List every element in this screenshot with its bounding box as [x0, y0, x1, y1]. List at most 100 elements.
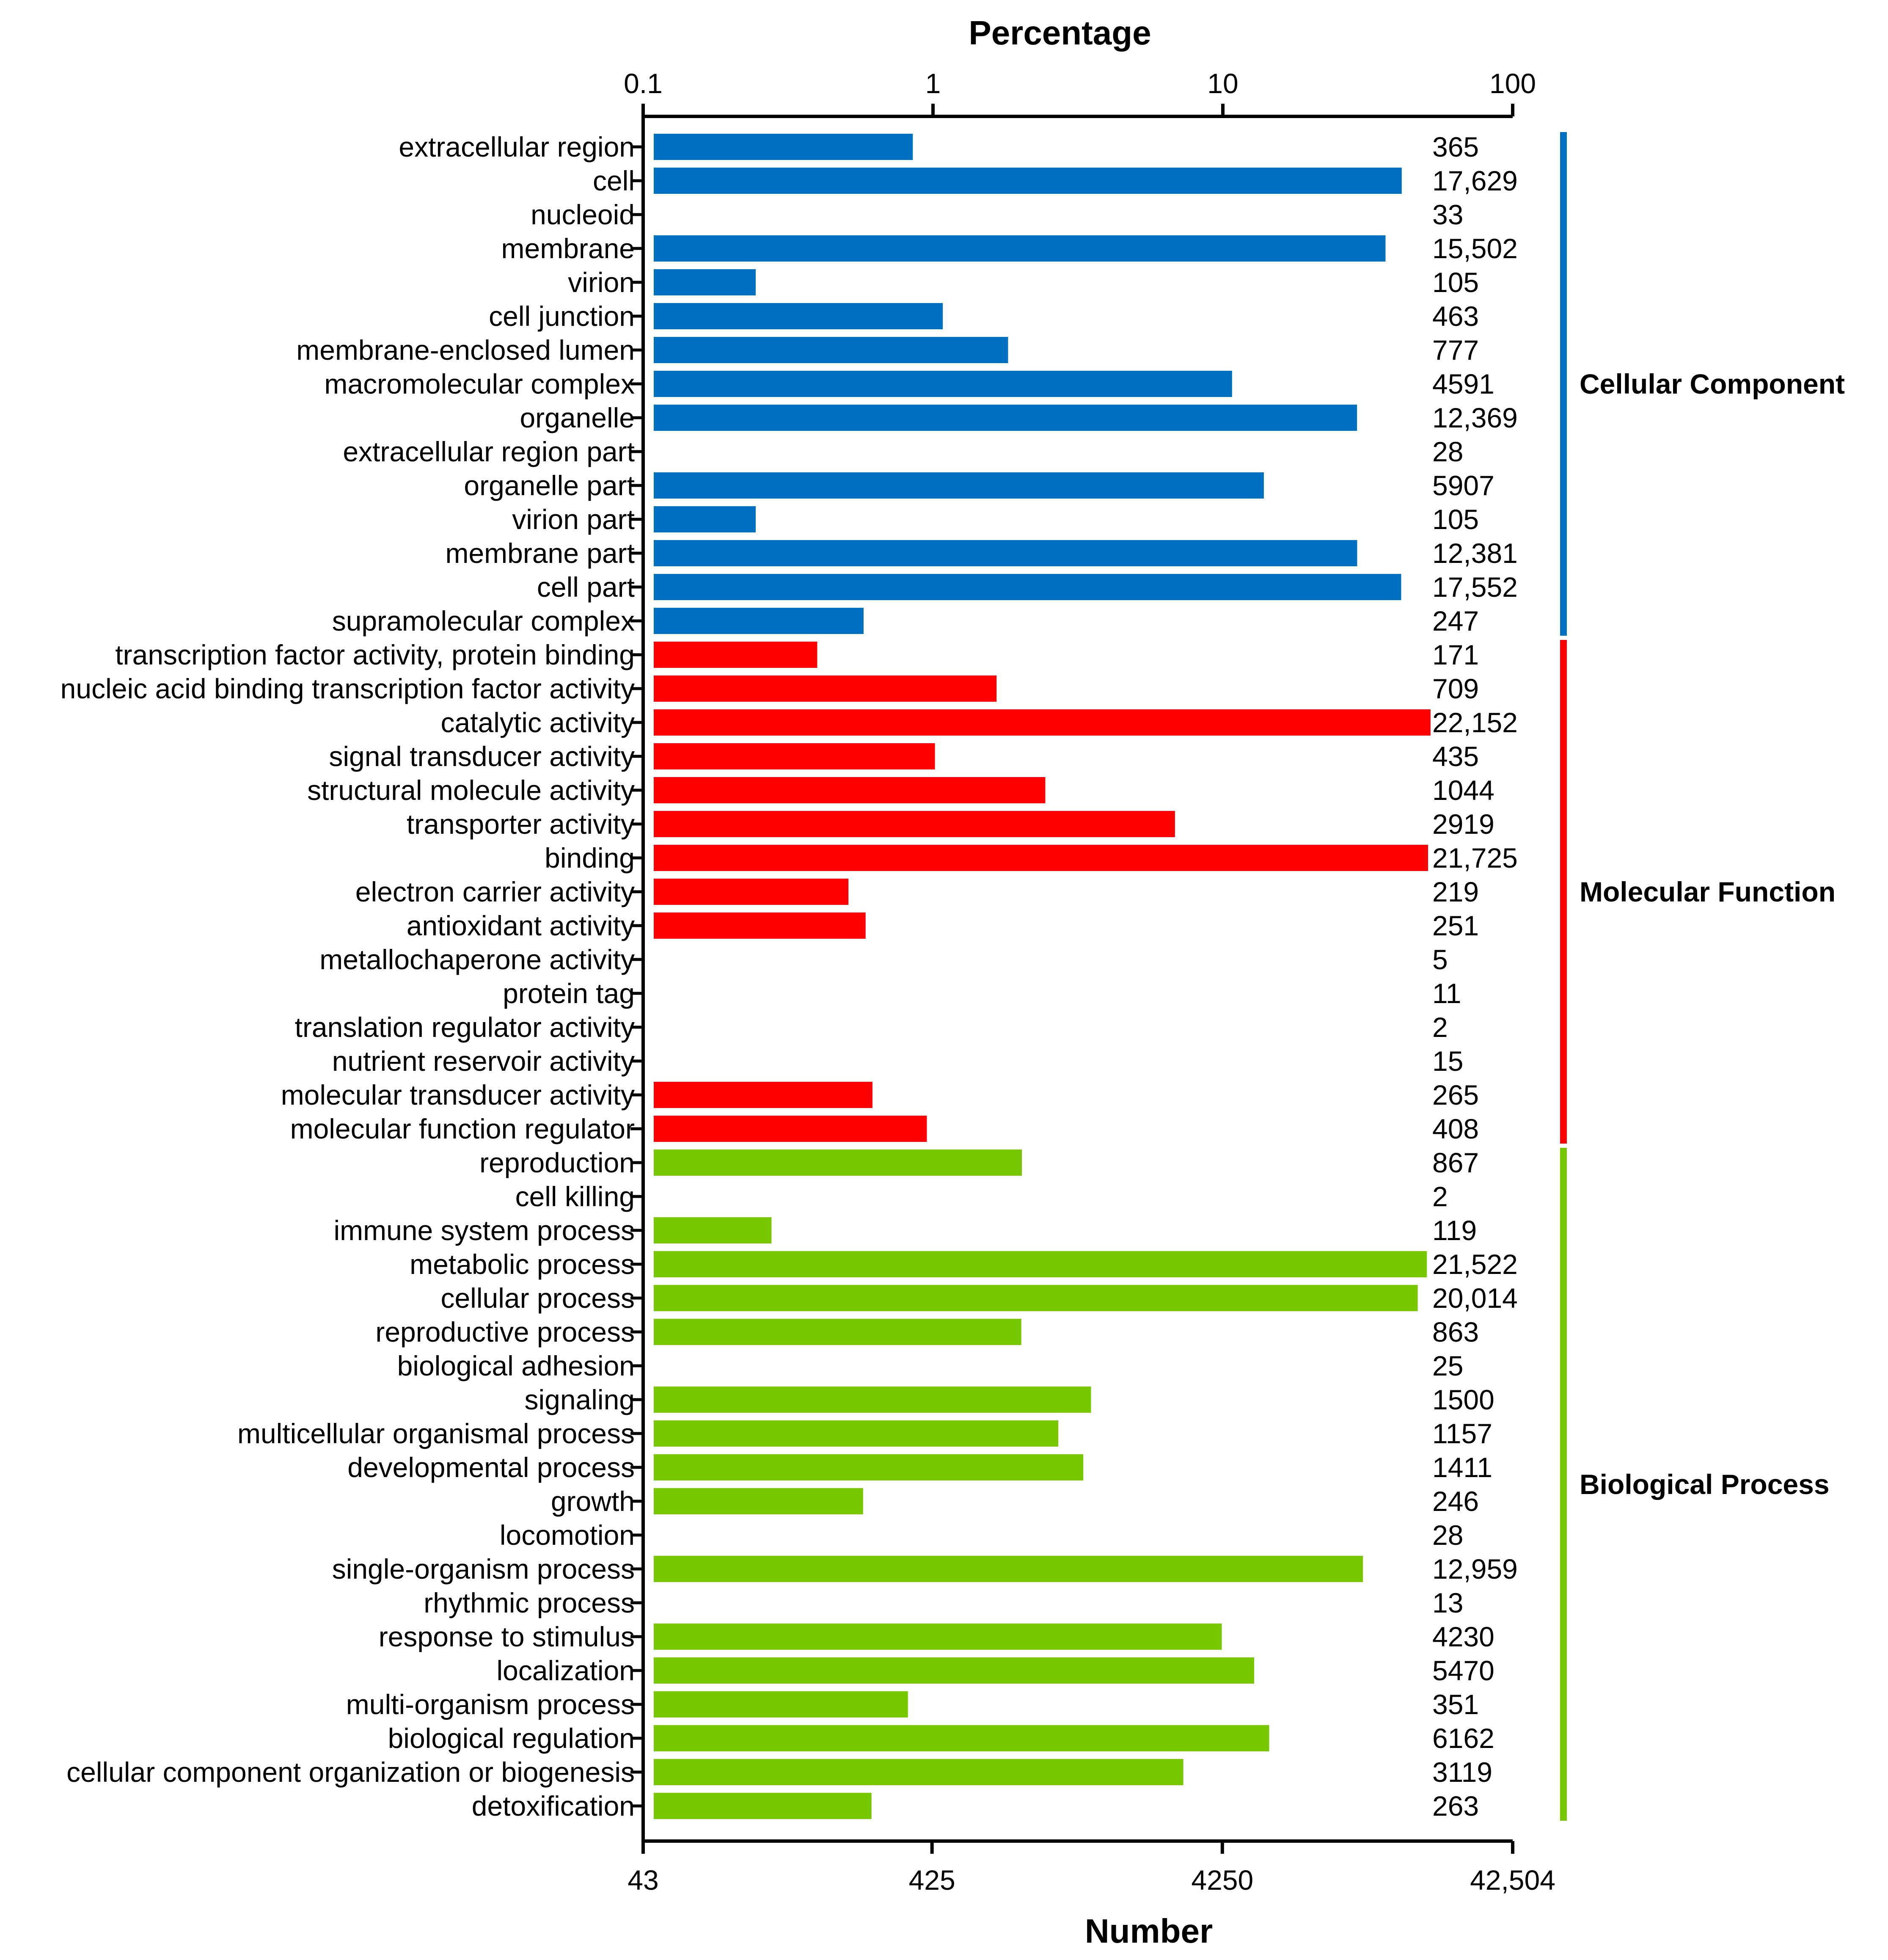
bar [654, 1251, 1427, 1277]
category-label: extracellular region [399, 131, 635, 163]
value-label: 17,629 [1432, 165, 1518, 196]
value-label: 15 [1432, 1045, 1463, 1077]
category-label: multi-organism process [346, 1689, 635, 1720]
category-labels: extracellular regioncellnucleoidmembrane… [61, 131, 635, 1822]
bar [654, 1691, 908, 1717]
category-label: nutrient reservoir activity [332, 1045, 635, 1077]
value-label: 867 [1432, 1147, 1479, 1178]
category-label: binding [545, 842, 635, 874]
category-label: organelle [520, 402, 635, 433]
value-label: 777 [1432, 334, 1479, 366]
category-label: reproduction [479, 1147, 635, 1178]
bar [654, 777, 1046, 803]
bar [654, 1725, 1269, 1751]
value-label: 11 [1432, 978, 1461, 1009]
value-label: 15,502 [1432, 233, 1518, 264]
bar [654, 709, 1431, 736]
category-label: cell part [537, 571, 635, 603]
category-label: nucleoid [531, 199, 635, 230]
value-label: 28 [1432, 436, 1463, 467]
value-label: 119 [1432, 1215, 1477, 1246]
bottom-axis-title: Number [1085, 1912, 1213, 1950]
value-label: 6162 [1432, 1723, 1494, 1754]
bar [654, 574, 1401, 600]
value-label: 365 [1432, 131, 1479, 163]
bar [654, 608, 864, 634]
category-label: extracellular region part [343, 436, 635, 467]
bar [654, 675, 997, 702]
value-label: 2919 [1432, 808, 1494, 840]
category-label: reproductive process [375, 1316, 635, 1348]
category-label: metabolic process [410, 1249, 635, 1280]
bar [654, 1319, 1021, 1345]
value-label: 246 [1432, 1486, 1479, 1517]
bar [654, 235, 1386, 262]
category-label: cell killing [515, 1181, 635, 1212]
value-label: 28 [1432, 1519, 1463, 1551]
value-label: 12,369 [1432, 402, 1518, 433]
bar [654, 540, 1357, 566]
category-label: cell junction [489, 300, 635, 332]
category-label: developmental process [347, 1452, 635, 1483]
category-label: immune system process [333, 1215, 635, 1246]
value-label: 435 [1432, 741, 1479, 772]
group-label: Molecular Function [1580, 876, 1836, 907]
bar [654, 1285, 1418, 1311]
bottom-axis: 43 425 4250 42,504 [627, 1839, 1555, 1896]
category-label: growth [551, 1486, 635, 1517]
value-label: 251 [1432, 910, 1479, 941]
category-label: signal transducer activity [329, 741, 635, 772]
bar [654, 337, 1008, 363]
top-axis-title: Percentage [969, 14, 1151, 52]
category-label: antioxidant activity [407, 910, 635, 941]
category-label: supramolecular complex [332, 605, 635, 637]
bar [654, 1454, 1084, 1480]
value-label: 5 [1432, 944, 1448, 975]
bar [654, 1420, 1059, 1447]
bar [654, 1624, 1222, 1650]
bar [654, 506, 756, 532]
value-label: 105 [1432, 267, 1479, 298]
value-label: 22,152 [1432, 707, 1518, 738]
value-label: 21,522 [1432, 1249, 1518, 1280]
bar [654, 134, 913, 160]
value-label: 265 [1432, 1079, 1479, 1111]
group-brackets: Cellular Component Molecular Function Biol… [1560, 132, 1845, 1821]
value-label: 463 [1432, 300, 1479, 332]
bar [654, 1793, 872, 1819]
top-axis-tick-label: 10 [1207, 68, 1238, 99]
category-label: macromolecular complex [324, 368, 635, 400]
category-label: single-organism process [332, 1553, 635, 1585]
value-label: 13 [1432, 1587, 1463, 1618]
value-label: 12,959 [1432, 1553, 1518, 1585]
top-axis-tick-label: 1 [925, 68, 941, 99]
category-label: virion part [512, 504, 635, 535]
value-label: 247 [1432, 605, 1479, 637]
value-labels: 36517,6293315,502105463777459112,3692859… [1432, 131, 1518, 1822]
category-label: membrane [501, 233, 635, 264]
bar [654, 303, 943, 329]
category-label: biological adhesion [397, 1350, 635, 1381]
value-label: 12,381 [1432, 538, 1518, 569]
value-label: 17,552 [1432, 571, 1518, 603]
category-label: structural molecule activity [307, 775, 635, 806]
bar [654, 1488, 863, 1514]
value-label: 171 [1432, 639, 1479, 670]
value-label: 1411 [1432, 1452, 1492, 1483]
bar [654, 1387, 1091, 1413]
value-label: 5470 [1432, 1655, 1494, 1686]
value-label: 33 [1432, 199, 1463, 230]
bar [654, 1217, 772, 1243]
category-label: locomotion [500, 1519, 635, 1551]
category-label: membrane part [445, 538, 635, 569]
category-axis [630, 116, 645, 1841]
value-label: 408 [1432, 1113, 1479, 1144]
group-label: Cellular Component [1580, 368, 1845, 400]
value-label: 1500 [1432, 1384, 1494, 1415]
bar [654, 879, 849, 905]
category-label: catalytic activity [441, 707, 635, 738]
bar [654, 1150, 1022, 1176]
category-label: molecular function regulator [290, 1113, 635, 1144]
bottom-axis-tick-label: 4250 [1191, 1864, 1253, 1896]
